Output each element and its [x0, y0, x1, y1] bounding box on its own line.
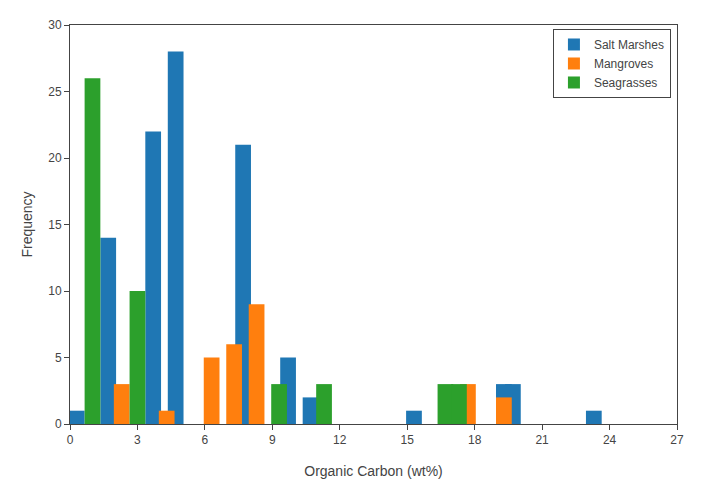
svg-text:25: 25 [48, 85, 62, 99]
svg-text:Frequency: Frequency [19, 191, 35, 257]
svg-text:18: 18 [468, 433, 482, 447]
svg-text:15: 15 [401, 433, 415, 447]
svg-text:5: 5 [55, 351, 62, 365]
svg-text:30: 30 [48, 18, 62, 32]
svg-text:9: 9 [269, 433, 276, 447]
svg-text:20: 20 [48, 151, 62, 165]
svg-text:15: 15 [48, 218, 62, 232]
svg-text:Mangroves: Mangroves [594, 57, 653, 71]
svg-text:24: 24 [603, 433, 617, 447]
svg-text:Organic Carbon (wt%): Organic Carbon (wt%) [304, 463, 443, 479]
svg-text:10: 10 [48, 284, 62, 298]
svg-text:27: 27 [670, 433, 684, 447]
svg-text:Salt Marshes: Salt Marshes [594, 38, 664, 52]
svg-text:3: 3 [134, 433, 141, 447]
svg-text:6: 6 [202, 433, 209, 447]
svg-text:0: 0 [67, 433, 74, 447]
svg-text:0: 0 [55, 417, 62, 431]
svg-text:21: 21 [535, 433, 549, 447]
svg-text:12: 12 [333, 433, 347, 447]
svg-text:Seagrasses: Seagrasses [594, 76, 657, 90]
